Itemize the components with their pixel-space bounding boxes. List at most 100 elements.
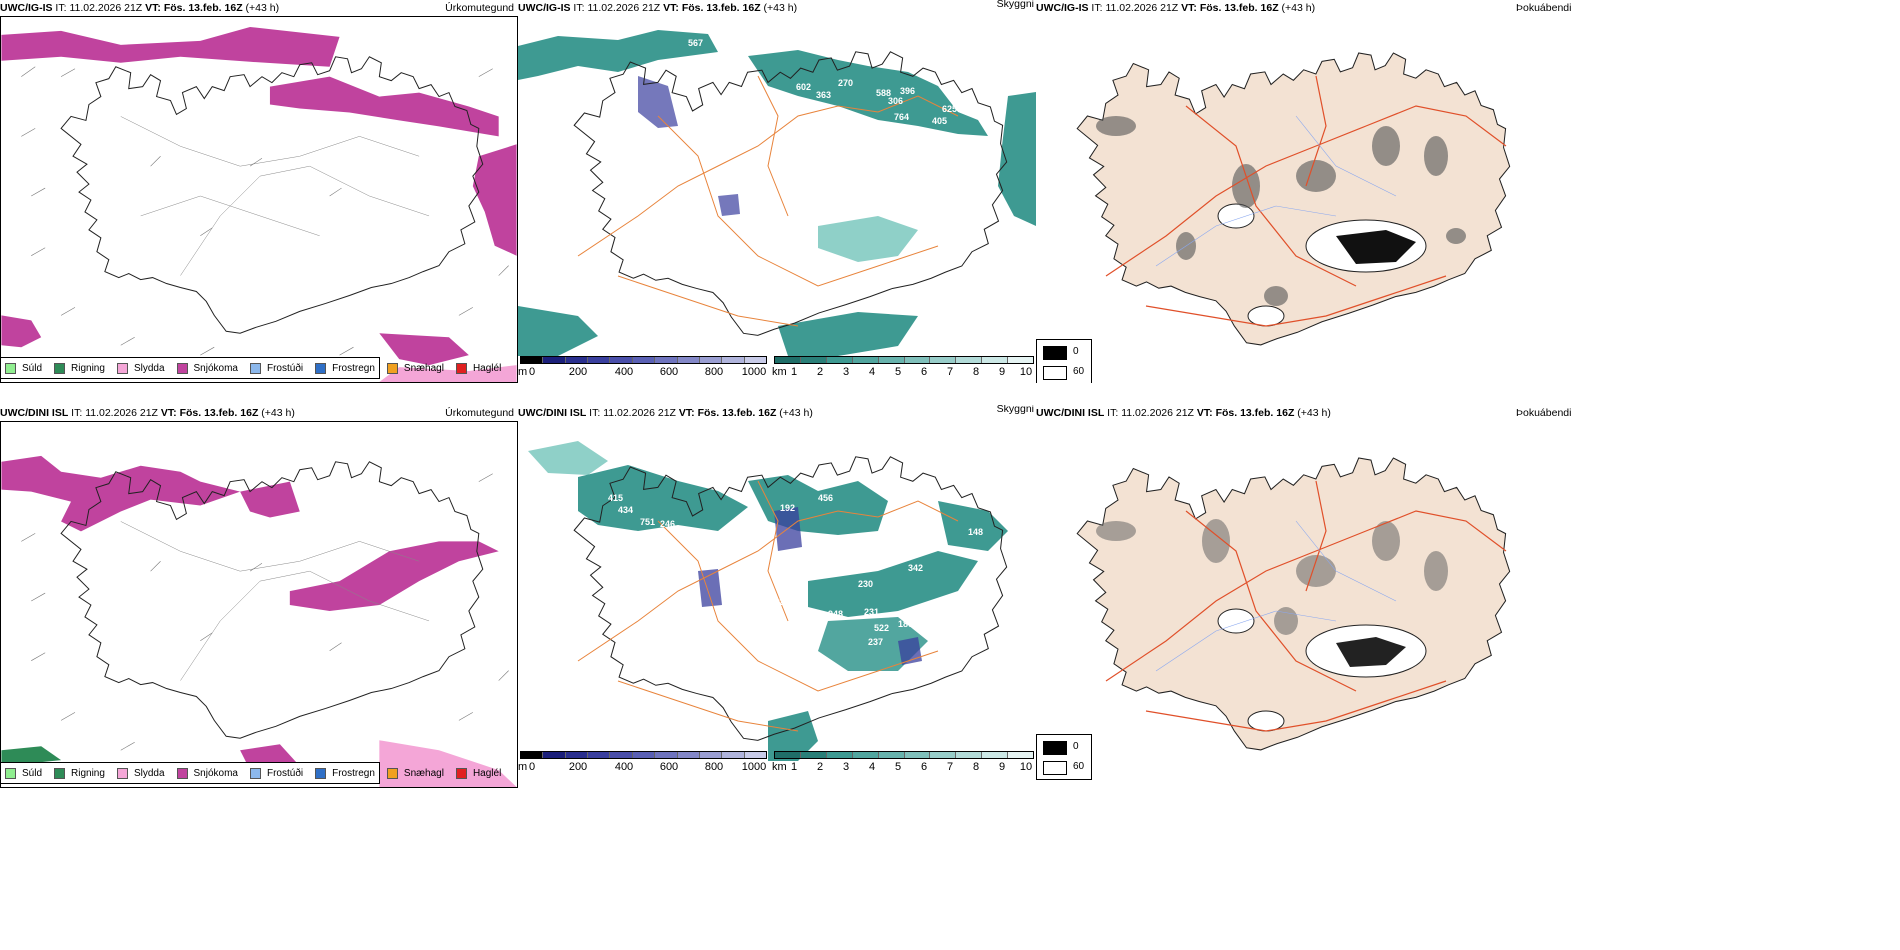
- height-tick: 1000: [741, 366, 767, 378]
- height-colorbar: m 0 200 400 600 800 1000: [518, 356, 767, 380]
- visibility-map: 567 602 363 270 588 396 306 625 764 405 …: [518, 30, 1036, 356]
- fog-legend-white: [1043, 366, 1067, 380]
- legend-item-rigning: Rigning: [54, 767, 105, 779]
- fog-legend-black: [1043, 741, 1067, 755]
- height-colorbar: m 0 200 400 600 800 1000: [518, 751, 767, 775]
- fog-panel-row2: UWC/DINI ISL IT: 11.02.2026 21Z VT: Fös.…: [1036, 405, 1900, 788]
- panel-field-name: Þokuábendi: [1516, 407, 1572, 419]
- legend-item-slydda: Slydda: [116, 362, 165, 374]
- fog-panel-row1: UWC/IG-IS IT: 11.02.2026 21Z VT: Fös. 13…: [1036, 0, 1900, 383]
- visibility-colorbar-bar: [774, 751, 1034, 759]
- visibility-unit: km: [772, 366, 787, 378]
- height-tick: 1000: [741, 761, 767, 773]
- height-label: 270: [838, 78, 853, 88]
- height-label: 363: [816, 90, 831, 100]
- visibility-colorbar: km 1 2 3 4 5 6 7 8 9 10: [772, 751, 1034, 775]
- legend-item-snjokoma: Snjókoma: [176, 362, 238, 374]
- visibility-tick: 3: [842, 761, 850, 773]
- fog-legend-black: [1043, 346, 1067, 360]
- visibility-tick: 8: [972, 761, 980, 773]
- legend-swatch: [315, 767, 327, 779]
- legend-swatch: [176, 767, 188, 779]
- legend-swatch: [116, 767, 128, 779]
- legend-swatch: [386, 362, 398, 374]
- visibility-panel-row2: UWC/DINI ISL IT: 11.02.2026 21Z VT: Fös.…: [518, 405, 1036, 788]
- visibility-tick: 6: [920, 761, 928, 773]
- panel-title: UWC/IG-IS IT: 11.02.2026 21Z VT: Fös. 13…: [0, 2, 280, 14]
- legend-item-frostudi: Frostúði: [249, 767, 303, 779]
- legend-swatch: [5, 362, 16, 374]
- legend-swatch: [386, 767, 398, 779]
- precip-type-map: [0, 16, 518, 383]
- panel-title: UWC/DINI ISL IT: 11.02.2026 21Z VT: Fös.…: [518, 407, 813, 419]
- height-label: 306: [888, 96, 903, 106]
- visibility-tick: 6: [920, 366, 928, 378]
- legend-swatch: [315, 362, 327, 374]
- height-tick: 400: [614, 761, 634, 773]
- panel-field-name: Úrkomutegund: [445, 407, 514, 419]
- legend-item-frostregn: Frostregn: [315, 362, 375, 374]
- legend-swatch: [116, 362, 128, 374]
- visibility-unit: km: [772, 761, 787, 773]
- panel-field-name: Skyggni: [996, 0, 1034, 10]
- height-label: 186: [898, 619, 913, 629]
- height-label: 588: [876, 88, 891, 98]
- visibility-tick: 7: [946, 366, 954, 378]
- height-label: 186: [616, 106, 631, 116]
- height-label: 434: [618, 505, 633, 515]
- height-label: 522: [874, 623, 889, 633]
- height-label: 231: [864, 607, 879, 617]
- legend-swatch: [54, 767, 66, 779]
- visibility-tick: 7: [946, 761, 954, 773]
- panel-title: UWC/IG-IS IT: 11.02.2026 21Z VT: Fös. 13…: [1036, 2, 1316, 14]
- fog-indicator-map: [1076, 52, 1511, 346]
- precip-panel-row2: UWC/DINI ISL IT: 11.02.2026 21Z VT: Fös.…: [0, 405, 518, 788]
- legend-item-snaehagl: Snæhagl: [386, 362, 444, 374]
- panel-field-name: Úrkomutegund: [445, 2, 514, 14]
- height-tick: 800: [704, 761, 724, 773]
- legend-swatch: [54, 362, 66, 374]
- legend-item-snjokoma: Snjókoma: [176, 767, 238, 779]
- legend-item-hagel: Haglél: [455, 767, 501, 779]
- height-tick: 200: [568, 366, 588, 378]
- legend-swatch: [249, 362, 261, 374]
- legend-item-slydda: Slydda: [116, 767, 165, 779]
- legend-item-frostudi: Frostúði: [249, 362, 303, 374]
- height-label: 456: [818, 493, 833, 503]
- height-colorbar-ticks: m 0 200 400 600 800 1000: [518, 366, 767, 380]
- legend-item-frostregn: Frostregn: [315, 767, 375, 779]
- legend-item-rigning: Rigning: [54, 362, 105, 374]
- height-label: 192: [780, 503, 795, 513]
- visibility-tick: 9: [998, 761, 1006, 773]
- fog-legend: 0 60: [1036, 339, 1092, 383]
- height-unit: m: [518, 366, 528, 378]
- height-colorbar-bar: [520, 356, 767, 364]
- visibility-tick: 8: [972, 366, 980, 378]
- visibility-colorbar: km 1 2 3 4 5 6 7 8 9 10: [772, 356, 1034, 380]
- height-tick: 0: [528, 366, 536, 378]
- height-tick: 800: [704, 366, 724, 378]
- panel-title: UWC/DINI ISL IT: 11.02.2026 21Z VT: Fös.…: [0, 407, 295, 419]
- fog-indicator-map: [1076, 457, 1511, 751]
- visibility-colorbar-ticks: km 1 2 3 4 5 6 7 8 9 10: [772, 366, 1034, 380]
- panel-field-name: Þokuábendi: [1516, 2, 1572, 14]
- height-tick: 200: [568, 761, 588, 773]
- legend-swatch: [249, 767, 261, 779]
- legend-item-sud: Súld: [5, 362, 42, 374]
- legend-item-snaehagl: Snæhagl: [386, 767, 444, 779]
- height-label: 246: [660, 519, 675, 529]
- height-label: 948: [828, 609, 843, 619]
- visibility-tick: 4: [868, 761, 876, 773]
- visibility-colorbar-ticks: km 1 2 3 4 5 6 7 8 9 10: [772, 761, 1034, 775]
- height-label: 567: [688, 38, 703, 48]
- fog-legend-black-value: 0: [1073, 741, 1079, 752]
- visibility-colorbar-bar: [774, 356, 1034, 364]
- fog-legend-black-value: 0: [1073, 346, 1079, 357]
- legend-swatch: [5, 767, 16, 779]
- height-colorbar-ticks: m 0 200 400 600 800 1000: [518, 761, 767, 775]
- height-label: 230: [858, 579, 873, 589]
- height-label: 237: [868, 637, 883, 647]
- visibility-tick: 5: [894, 761, 902, 773]
- fog-legend-white-value: 60: [1073, 761, 1085, 772]
- height-label: 415: [608, 493, 623, 503]
